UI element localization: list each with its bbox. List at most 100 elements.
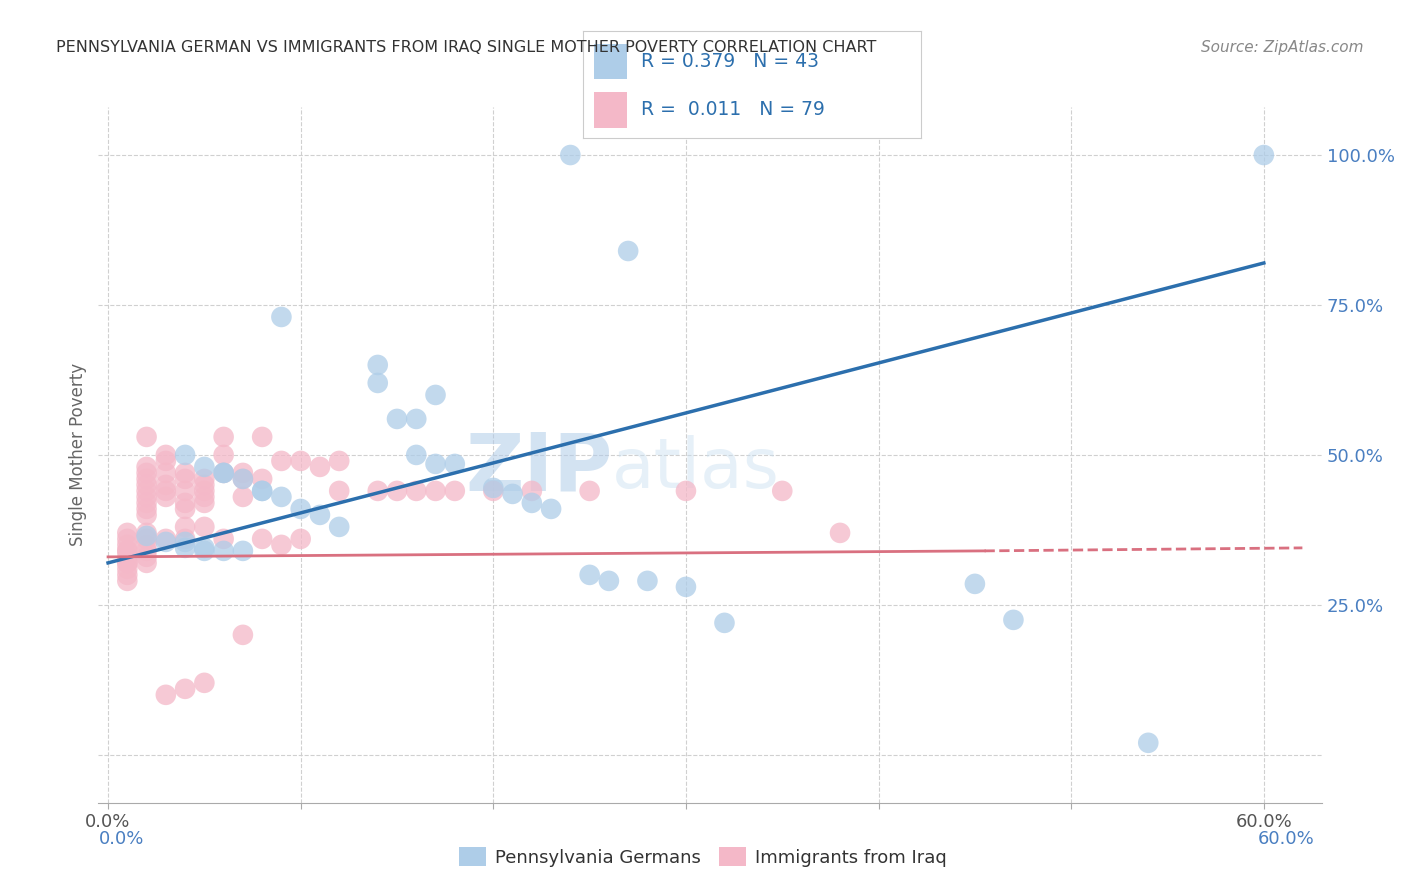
Point — [174, 681, 197, 696]
Point — [270, 490, 292, 504]
Point — [1002, 613, 1025, 627]
Point — [135, 459, 157, 474]
Point — [117, 562, 139, 576]
Point — [193, 472, 215, 486]
Y-axis label: Single Mother Poverty: Single Mother Poverty — [69, 363, 87, 547]
Point — [135, 483, 157, 498]
Point — [1137, 736, 1160, 750]
Point — [117, 556, 139, 570]
Text: PENNSYLVANIA GERMAN VS IMMIGRANTS FROM IRAQ SINGLE MOTHER POVERTY CORRELATION CH: PENNSYLVANIA GERMAN VS IMMIGRANTS FROM I… — [56, 40, 876, 55]
Point — [193, 483, 215, 498]
FancyBboxPatch shape — [593, 92, 627, 128]
Point — [155, 478, 177, 492]
Point — [290, 454, 312, 468]
Point — [117, 538, 139, 552]
Point — [117, 525, 139, 540]
Point — [502, 487, 524, 501]
Point — [212, 544, 235, 558]
Point — [117, 574, 139, 588]
Point — [328, 454, 350, 468]
Point — [617, 244, 640, 258]
Point — [385, 412, 408, 426]
Point — [135, 508, 157, 522]
Text: R =  0.011   N = 79: R = 0.011 N = 79 — [641, 101, 825, 120]
Point — [828, 525, 851, 540]
Point — [174, 534, 197, 549]
Point — [135, 430, 157, 444]
Point — [212, 466, 235, 480]
Point — [117, 544, 139, 558]
Point — [540, 502, 562, 516]
Point — [135, 478, 157, 492]
Point — [232, 472, 254, 486]
Point — [270, 538, 292, 552]
Point — [405, 483, 427, 498]
Point — [155, 688, 177, 702]
Point — [482, 483, 505, 498]
Point — [193, 490, 215, 504]
Point — [155, 532, 177, 546]
Point — [385, 483, 408, 498]
Point — [193, 541, 215, 555]
Text: ZIP: ZIP — [465, 430, 612, 508]
Point — [232, 472, 254, 486]
Text: 60.0%: 60.0% — [1258, 830, 1315, 847]
Point — [425, 388, 447, 402]
Point — [367, 358, 389, 372]
Point — [232, 490, 254, 504]
Point — [309, 459, 332, 474]
Legend: Pennsylvania Germans, Immigrants from Iraq: Pennsylvania Germans, Immigrants from Ir… — [451, 840, 955, 874]
Point — [290, 532, 312, 546]
Point — [675, 483, 697, 498]
Point — [117, 549, 139, 564]
Point — [328, 520, 350, 534]
Text: Source: ZipAtlas.com: Source: ZipAtlas.com — [1201, 40, 1364, 55]
Point — [770, 483, 793, 498]
Point — [135, 466, 157, 480]
Point — [117, 556, 139, 570]
Point — [117, 567, 139, 582]
Point — [232, 544, 254, 558]
Point — [174, 541, 197, 555]
Point — [174, 502, 197, 516]
Point — [193, 676, 215, 690]
Point — [135, 490, 157, 504]
Point — [328, 483, 350, 498]
Point — [135, 502, 157, 516]
Point — [250, 483, 273, 498]
Text: atlas: atlas — [612, 435, 780, 502]
Point — [193, 478, 215, 492]
Point — [212, 466, 235, 480]
Point — [636, 574, 658, 588]
Point — [155, 490, 177, 504]
Point — [482, 481, 505, 495]
Point — [425, 457, 447, 471]
Point — [309, 508, 332, 522]
Point — [193, 459, 215, 474]
Point — [174, 496, 197, 510]
Point — [135, 549, 157, 564]
Point — [578, 567, 600, 582]
Point — [425, 483, 447, 498]
Point — [520, 496, 543, 510]
Point — [232, 466, 254, 480]
Point — [174, 448, 197, 462]
Point — [155, 454, 177, 468]
Point — [117, 532, 139, 546]
Point — [174, 520, 197, 534]
Point — [135, 525, 157, 540]
Point — [367, 376, 389, 390]
Point — [193, 544, 215, 558]
Point — [117, 544, 139, 558]
Point — [155, 448, 177, 462]
Point — [963, 577, 986, 591]
Point — [135, 496, 157, 510]
Text: 0.0%: 0.0% — [98, 830, 143, 847]
Point — [250, 472, 273, 486]
Point — [155, 466, 177, 480]
Point — [520, 483, 543, 498]
Point — [174, 532, 197, 546]
Point — [135, 538, 157, 552]
Point — [250, 483, 273, 498]
Point — [135, 472, 157, 486]
